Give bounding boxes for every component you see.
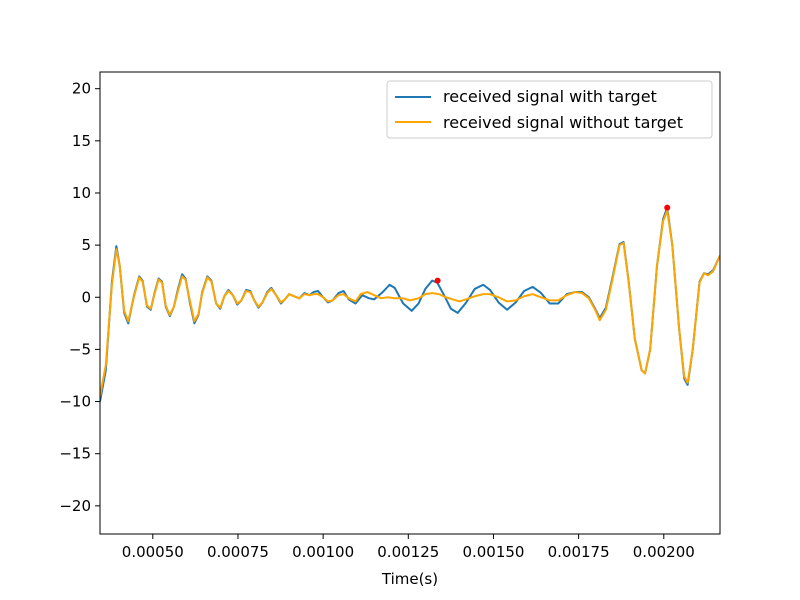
peak-marker-1 bbox=[434, 277, 441, 284]
x-tick-label: 0.00200 bbox=[633, 543, 695, 561]
y-tick-label: 20 bbox=[72, 80, 91, 98]
x-axis-label: Time(s) bbox=[381, 570, 438, 588]
y-tick-label: −10 bbox=[59, 393, 91, 411]
plot-frame bbox=[99, 71, 721, 535]
series-layer bbox=[100, 206, 720, 402]
peak-marker-2 bbox=[664, 204, 671, 211]
y-tick-label: −20 bbox=[59, 497, 91, 515]
y-tick-label: 0 bbox=[81, 288, 91, 306]
y-tick-label: 5 bbox=[81, 236, 91, 254]
x-tick-label: 0.00125 bbox=[377, 543, 439, 561]
legend-label-with-target: received signal with target bbox=[443, 87, 657, 106]
plot-area bbox=[100, 72, 720, 534]
legend: received signal with target received sig… bbox=[386, 80, 713, 139]
y-axis-ticks: −20 −15 −10 −5 0 5 10 15 20 bbox=[59, 80, 100, 515]
x-tick-label: 0.00050 bbox=[122, 543, 184, 561]
x-tick-label: 0.00100 bbox=[292, 543, 354, 561]
legend-box bbox=[386, 80, 713, 139]
y-tick-label: −5 bbox=[69, 340, 91, 358]
x-tick-label: 0.00150 bbox=[462, 543, 524, 561]
marker-layer bbox=[434, 204, 671, 284]
x-tick-label: 0.00175 bbox=[548, 543, 610, 561]
y-tick-label: 15 bbox=[72, 132, 91, 150]
series-line-received-signal-without-target bbox=[100, 209, 720, 397]
legend-label-without-target: received signal without target bbox=[443, 113, 683, 132]
y-tick-label: −15 bbox=[59, 445, 91, 463]
x-axis-ticks: 0.00050 0.00075 0.00100 0.00125 0.00150 0.001… bbox=[122, 534, 695, 561]
x-tick-label: 0.00075 bbox=[207, 543, 269, 561]
y-tick-label: 10 bbox=[72, 184, 91, 202]
